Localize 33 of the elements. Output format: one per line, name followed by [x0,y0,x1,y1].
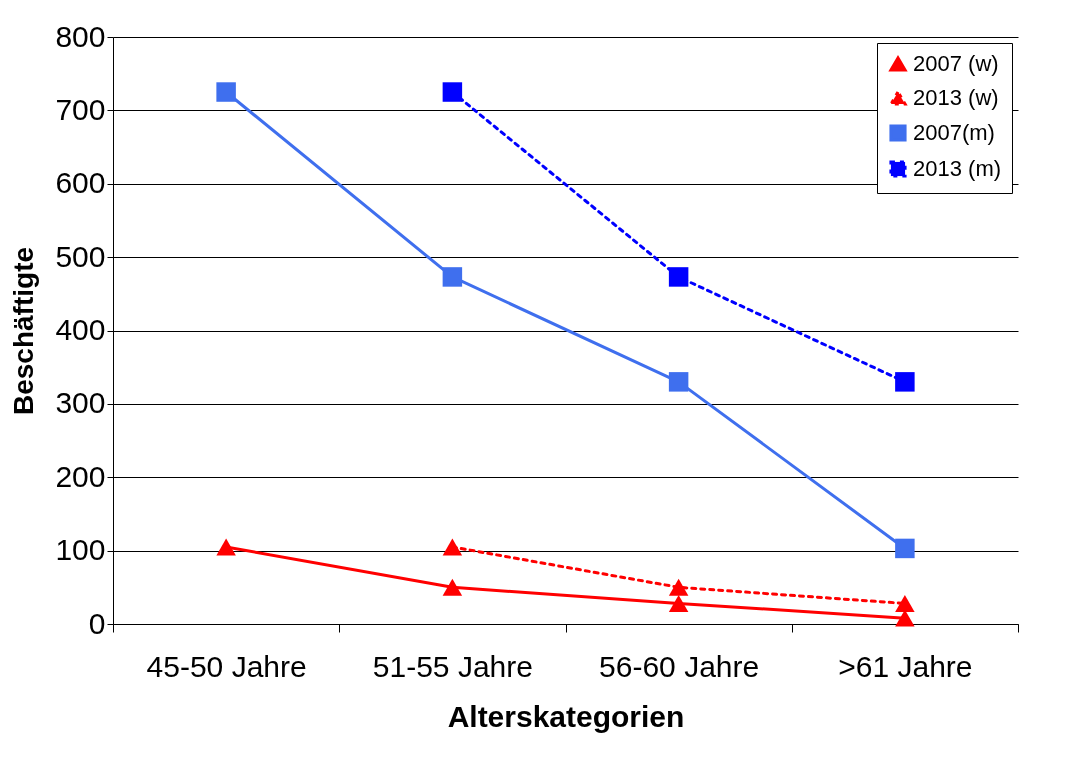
point [895,538,915,559]
point [895,372,915,392]
y-tick-label: 500 [55,239,106,273]
x-tick-label: 51-55 Jahre [372,649,533,683]
x-tick-label: 45-50 Jahre [146,649,307,683]
y-tick-label: 200 [55,459,106,493]
y-tick-label: 700 [55,92,106,126]
legend-label: 2013 (m) [913,156,1002,181]
point [668,578,689,596]
y-tick-label: 800 [55,19,106,53]
x-tick-label: 56-60 Jahre [599,649,760,683]
legend-label: 2013 (w) [913,85,999,110]
point [442,267,463,287]
point [668,372,689,392]
x-axis-title: Alterskategorien [447,699,685,733]
x-tick-label: >61 Jahre [838,649,973,683]
point [216,82,236,102]
point [442,538,463,556]
point [668,267,689,287]
point [442,578,463,596]
y-tick-label: 0 [88,606,106,640]
y-tick-label: 300 [55,386,106,420]
legend-label: 2007 (w) [913,51,999,76]
point [895,609,915,627]
y-tick-label: 400 [55,313,106,346]
point [895,595,915,612]
y-axis-title: Beschäftigte [8,246,40,416]
point [442,82,463,102]
point [668,595,689,612]
legend-label: 2007(m) [913,120,995,145]
y-tick-label: 600 [55,166,106,200]
point [216,538,236,556]
y-tick-label: 100 [55,533,106,567]
